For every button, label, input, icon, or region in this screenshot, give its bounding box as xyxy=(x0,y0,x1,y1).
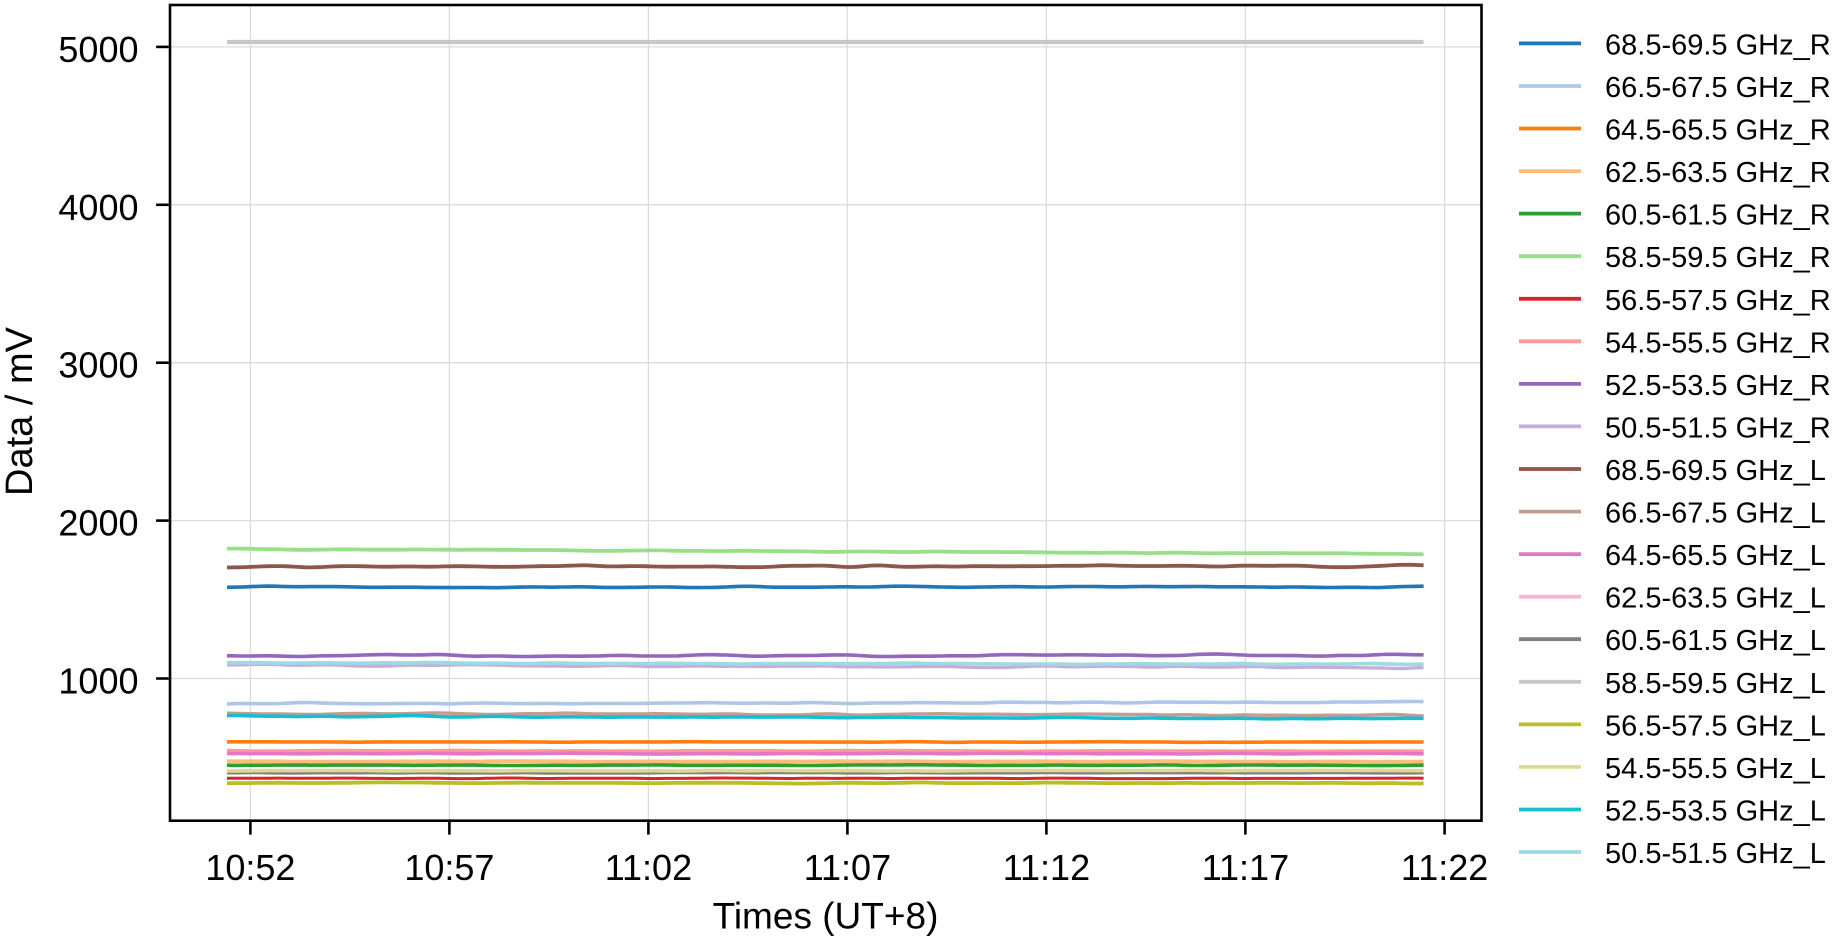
svg-text:54.5-55.5 GHz_R: 54.5-55.5 GHz_R xyxy=(1605,327,1831,359)
svg-text:Data / mV: Data / mV xyxy=(0,326,41,496)
svg-text:52.5-53.5 GHz_L: 52.5-53.5 GHz_L xyxy=(1605,796,1826,828)
svg-text:Times (UT+8): Times (UT+8) xyxy=(713,896,939,937)
svg-text:68.5-69.5 GHz_R: 68.5-69.5 GHz_R xyxy=(1605,29,1831,61)
svg-text:5000: 5000 xyxy=(58,29,138,70)
svg-text:4000: 4000 xyxy=(58,187,138,228)
svg-text:10:57: 10:57 xyxy=(404,847,494,888)
svg-text:11:17: 11:17 xyxy=(1202,847,1289,888)
svg-text:62.5-63.5 GHz_L: 62.5-63.5 GHz_L xyxy=(1605,583,1826,615)
svg-text:2000: 2000 xyxy=(58,503,138,544)
svg-text:64.5-65.5 GHz_L: 64.5-65.5 GHz_L xyxy=(1605,540,1826,572)
svg-text:64.5-65.5 GHz_R: 64.5-65.5 GHz_R xyxy=(1605,115,1831,147)
svg-text:60.5-61.5 GHz_R: 60.5-61.5 GHz_R xyxy=(1605,200,1831,232)
svg-text:66.5-67.5 GHz_R: 66.5-67.5 GHz_R xyxy=(1605,72,1831,104)
svg-text:10:52: 10:52 xyxy=(205,847,295,888)
svg-text:58.5-59.5 GHz_R: 58.5-59.5 GHz_R xyxy=(1605,242,1831,274)
svg-text:52.5-53.5 GHz_R: 52.5-53.5 GHz_R xyxy=(1605,370,1831,402)
svg-text:58.5-59.5 GHz_L: 58.5-59.5 GHz_L xyxy=(1605,668,1826,700)
svg-text:50.5-51.5 GHz_R: 50.5-51.5 GHz_R xyxy=(1605,412,1831,444)
svg-text:62.5-63.5 GHz_R: 62.5-63.5 GHz_R xyxy=(1605,157,1831,189)
svg-text:11:07: 11:07 xyxy=(804,847,891,888)
svg-text:3000: 3000 xyxy=(58,345,138,386)
svg-text:11:02: 11:02 xyxy=(605,847,692,888)
svg-text:68.5-69.5 GHz_L: 68.5-69.5 GHz_L xyxy=(1605,455,1826,487)
svg-text:11:22: 11:22 xyxy=(1401,847,1488,888)
svg-text:60.5-61.5 GHz_L: 60.5-61.5 GHz_L xyxy=(1605,625,1826,657)
svg-text:54.5-55.5 GHz_L: 54.5-55.5 GHz_L xyxy=(1605,753,1826,785)
svg-text:56.5-57.5 GHz_R: 56.5-57.5 GHz_R xyxy=(1605,285,1831,317)
svg-text:56.5-57.5 GHz_L: 56.5-57.5 GHz_L xyxy=(1605,710,1826,742)
svg-text:66.5-67.5 GHz_L: 66.5-67.5 GHz_L xyxy=(1605,498,1826,530)
svg-text:1000: 1000 xyxy=(58,661,138,702)
svg-text:50.5-51.5 GHz_L: 50.5-51.5 GHz_L xyxy=(1605,838,1826,870)
svg-text:11:12: 11:12 xyxy=(1003,847,1090,888)
